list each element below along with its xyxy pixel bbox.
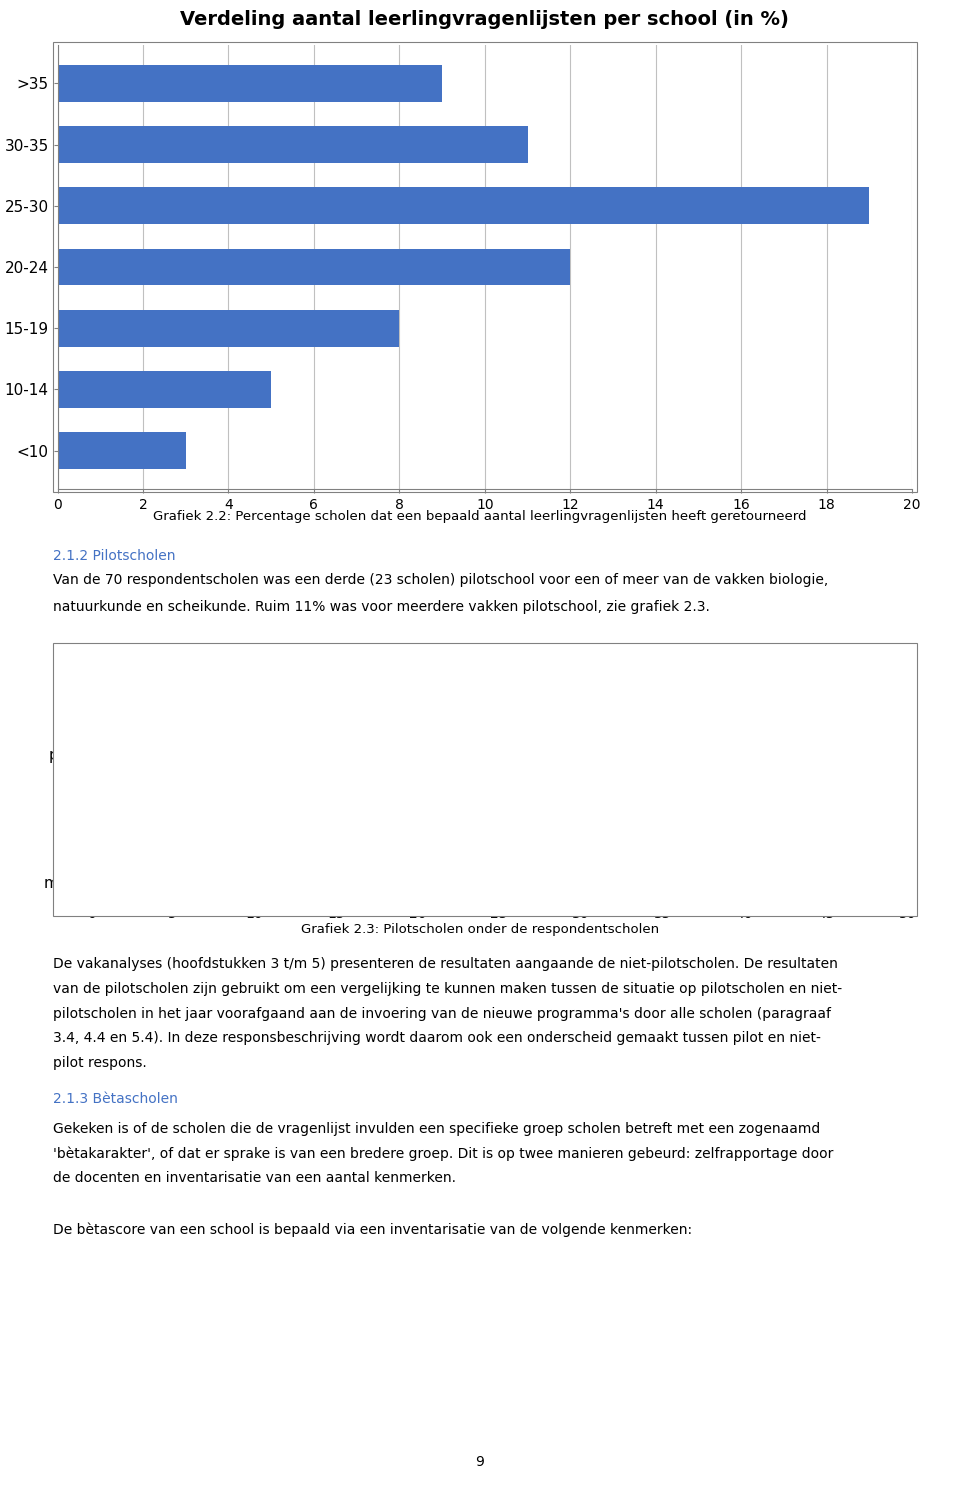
Bar — [91, 872, 271, 890]
Title: Verdeling aantal leerlingvragenlijsten per school (in %): Verdeling aantal leerlingvragenlijsten p… — [180, 10, 789, 30]
Bar — [91, 745, 630, 763]
Title: Pilotscholen (in %): Pilotscholen (in %) — [396, 703, 602, 723]
Text: 2.1.2 Pilotscholen: 2.1.2 Pilotscholen — [53, 549, 176, 562]
Text: Gekeken is of de scholen die de vragenlijst invulden een specifieke groep schole: Gekeken is of de scholen die de vragenli… — [53, 1122, 820, 1135]
Text: De vakanalyses (hoofdstukken 3 t/m 5) presenteren de resultaten aangaande de nie: De vakanalyses (hoofdstukken 3 t/m 5) pr… — [53, 957, 838, 971]
Text: 9: 9 — [475, 1456, 485, 1469]
Text: natuurkunde en scheikunde. Ruim 11% was voor meerdere vakken pilotschool, zie gr: natuurkunde en scheikunde. Ruim 11% was … — [53, 600, 709, 613]
Text: Grafiek 2.2: Percentage scholen dat een bepaald aantal leerlingvragenlijsten hee: Grafiek 2.2: Percentage scholen dat een … — [154, 510, 806, 524]
Bar — [58, 310, 399, 347]
Text: 'bètakarakter', of dat er sprake is van een bredere groep. Dit is op twee manier: 'bètakarakter', of dat er sprake is van … — [53, 1147, 833, 1161]
Bar — [91, 809, 369, 826]
Text: pilotscholen in het jaar voorafgaand aan de invoering van de nieuwe programma's : pilotscholen in het jaar voorafgaand aan… — [53, 1007, 830, 1020]
Text: 3.4, 4.4 en 5.4). In deze responsbeschrijving wordt daarom ook een onderscheid g: 3.4, 4.4 en 5.4). In deze responsbeschri… — [53, 1032, 821, 1046]
Bar — [58, 248, 570, 286]
Text: De bètascore van een school is bepaald via een inventarisatie van de volgende ke: De bètascore van een school is bepaald v… — [53, 1224, 692, 1237]
Bar — [58, 66, 442, 102]
Bar — [58, 126, 528, 163]
Text: pilot respons.: pilot respons. — [53, 1056, 147, 1070]
Text: Grafiek 2.3: Pilotscholen onder de respondentscholen: Grafiek 2.3: Pilotscholen onder de respo… — [300, 923, 660, 936]
Text: Van de 70 respondentscholen was een derde (23 scholen) pilotschool voor een of m: Van de 70 respondentscholen was een derd… — [53, 573, 828, 586]
Bar — [91, 776, 352, 794]
Text: 2.1.3 Bètascholen: 2.1.3 Bètascholen — [53, 1092, 178, 1106]
Bar — [58, 187, 870, 224]
Text: de docenten en inventarisatie van een aantal kenmerken.: de docenten en inventarisatie van een aa… — [53, 1171, 456, 1185]
Text: van de pilotscholen zijn gebruikt om een vergelijking te kunnen maken tussen de : van de pilotscholen zijn gebruikt om een… — [53, 983, 842, 996]
Bar — [91, 841, 401, 859]
Bar — [58, 371, 271, 408]
Bar — [58, 432, 185, 470]
